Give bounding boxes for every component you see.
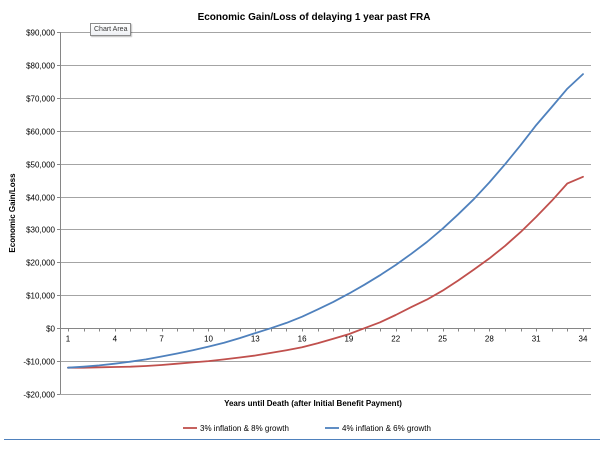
x-tick-label: 10 <box>204 335 213 344</box>
x-tick-label: 4 <box>113 335 118 344</box>
x-axis-title: Years until Death (after Initial Benefit… <box>224 399 402 408</box>
x-tick-label: 16 <box>298 335 307 344</box>
legend-label-2: 4% inflation & 6% growth <box>342 424 431 433</box>
legend-label-1: 3% inflation & 8% growth <box>200 424 289 433</box>
y-tick-label: $80,000 <box>26 62 55 71</box>
y-tick-label: $10,000 <box>26 292 55 301</box>
y-axis-title: Economic Gain/Loss <box>8 173 17 253</box>
x-tick-label: 7 <box>159 335 164 344</box>
axes <box>57 32 591 395</box>
x-tick-label: 31 <box>532 335 541 344</box>
series-lines <box>67 73 584 369</box>
x-tick-label: 34 <box>579 335 588 344</box>
x-tick-label: 19 <box>344 335 353 344</box>
y-tick-label: $40,000 <box>26 194 55 203</box>
x-tick-label: 13 <box>251 335 260 344</box>
x-tick-label: 28 <box>485 335 494 344</box>
bottom-divider <box>4 439 600 440</box>
y-tick-label: $50,000 <box>26 161 55 170</box>
y-tick-label: $20,000 <box>26 259 55 268</box>
y-tick-label: $70,000 <box>26 95 55 104</box>
x-tick-label: 1 <box>66 335 71 344</box>
gridlines <box>60 32 591 395</box>
series-line-2 <box>67 73 584 369</box>
y-tick-label: $30,000 <box>26 226 55 235</box>
y-tick-label: -$10,000 <box>23 358 55 367</box>
legend: 3% inflation & 8% growth 4% inflation & 6… <box>183 424 431 433</box>
y-tick-labels: -$20,000 -$10,000 $0 $10,000 $20,000 $30,000 $… <box>23 29 55 400</box>
chart-title: Economic Gain/Loss of delaying 1 year pa… <box>198 12 431 23</box>
y-tick-label: -$20,000 <box>23 391 55 400</box>
y-tick-label: $0 <box>46 325 55 334</box>
x-tick-labels: 1 4 7 10 13 16 19 22 25 28 31 34 <box>66 335 588 344</box>
x-tick-label: 22 <box>391 335 400 344</box>
chart-area-tooltip: Chart Area <box>90 23 132 36</box>
y-tick-label: $90,000 <box>26 29 55 38</box>
x-tick-label: 25 <box>438 335 447 344</box>
y-tick-label: $60,000 <box>26 128 55 137</box>
series-line-1 <box>67 175 584 369</box>
